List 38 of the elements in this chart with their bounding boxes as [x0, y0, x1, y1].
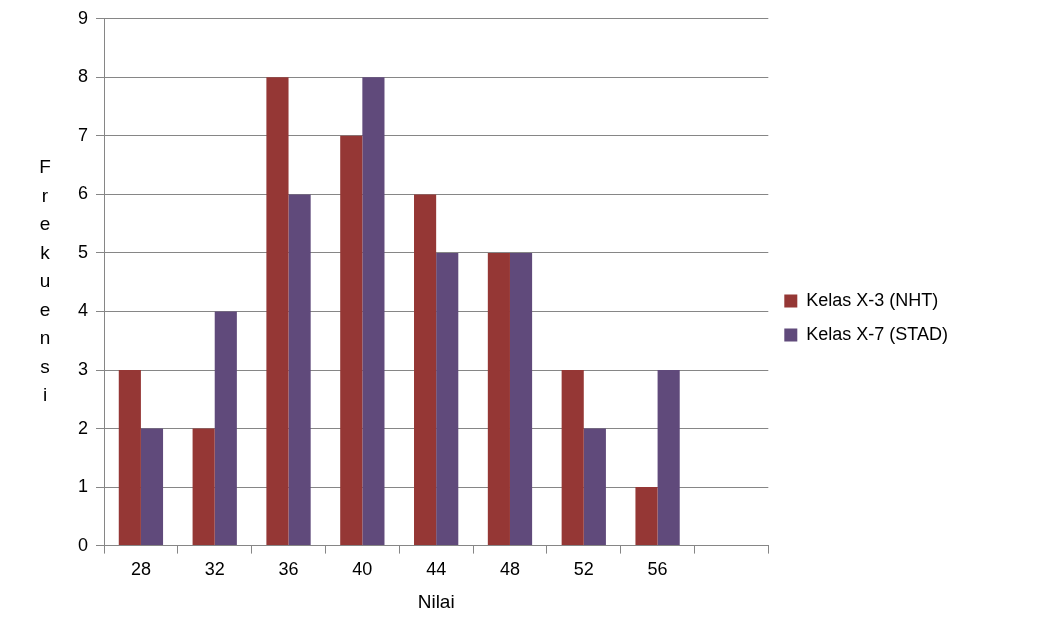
x-tick-label: 32	[204, 559, 225, 580]
bar	[414, 194, 437, 546]
x-axis-title: Nilai	[417, 590, 455, 612]
bar	[509, 252, 533, 546]
y-tick-label: 9	[78, 7, 89, 28]
bar	[362, 77, 385, 546]
bar	[635, 487, 658, 546]
bar	[561, 370, 584, 546]
text: Frekuensi	[39, 156, 51, 406]
y-tick-label: 4	[78, 300, 89, 321]
bar	[214, 311, 237, 546]
bar	[657, 370, 680, 546]
bar	[583, 428, 606, 546]
x-tick-label: 44	[426, 559, 447, 580]
x-tick-label: 48	[499, 559, 520, 580]
bar	[436, 252, 459, 546]
y-tick-label: 2	[78, 417, 89, 438]
legend-label: Kelas X-7 (STAD)	[806, 323, 949, 344]
y-tick-label: 6	[78, 183, 89, 204]
x-tick-label: 40	[352, 559, 373, 580]
y-tick-label: 1	[78, 476, 89, 497]
x-tick-label: 36	[278, 559, 299, 580]
bar	[192, 428, 215, 546]
x-tick-label: 52	[573, 559, 594, 580]
legend-label: Kelas X-3 (NHT)	[806, 289, 939, 310]
y-tick-label: 3	[78, 358, 89, 379]
x-tick-label: 28	[130, 559, 151, 580]
bar	[288, 194, 311, 546]
y-tick-label: 7	[78, 124, 89, 145]
bar	[266, 77, 289, 546]
x-tick-label: 56	[647, 559, 668, 580]
bar	[140, 428, 164, 546]
y-tick-label: 5	[78, 241, 89, 262]
y-tick-label: 0	[78, 534, 89, 555]
bar	[340, 135, 363, 546]
bar	[118, 370, 141, 546]
bar	[487, 252, 510, 546]
y-tick-label: 8	[78, 66, 89, 87]
